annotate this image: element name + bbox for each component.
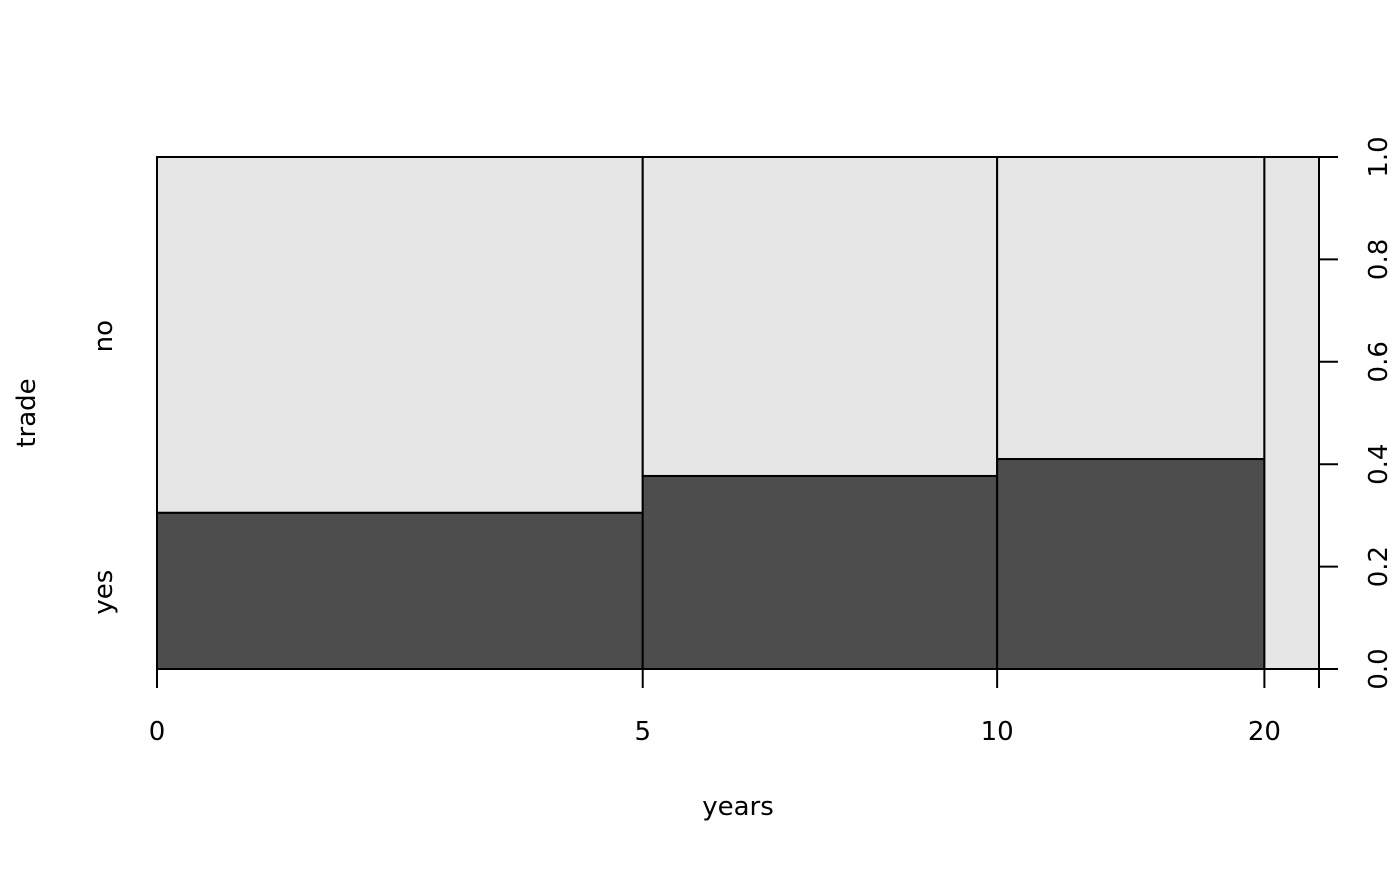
x-tick-label: 5: [634, 717, 651, 747]
bar-no-2: [996, 156, 1266, 461]
category-label-yes: yes: [89, 570, 119, 615]
x-tick-label: 20: [1248, 717, 1281, 747]
y-tick-label: 1.0: [1364, 136, 1394, 177]
x-tick-label: 0: [149, 717, 166, 747]
y-tick-label: 0.0: [1364, 648, 1394, 689]
bar-no-0: [156, 156, 644, 514]
y-tick-label: 0.8: [1364, 239, 1394, 280]
bar-no-1: [641, 156, 999, 477]
y-tick-label: 0.2: [1364, 546, 1394, 587]
y-axis-label: trade: [12, 378, 42, 447]
bar-yes-1: [641, 474, 999, 671]
category-label-no: no: [89, 320, 119, 352]
y-tick-label: 0.4: [1364, 444, 1394, 485]
x-tick-label: 10: [981, 717, 1014, 747]
bar-yes-0: [156, 511, 644, 671]
x-axis-label: years: [702, 792, 774, 822]
bar-yes-2: [996, 458, 1266, 670]
y-tick-label: 0.6: [1364, 341, 1394, 382]
bar-no-3: [1263, 156, 1320, 670]
